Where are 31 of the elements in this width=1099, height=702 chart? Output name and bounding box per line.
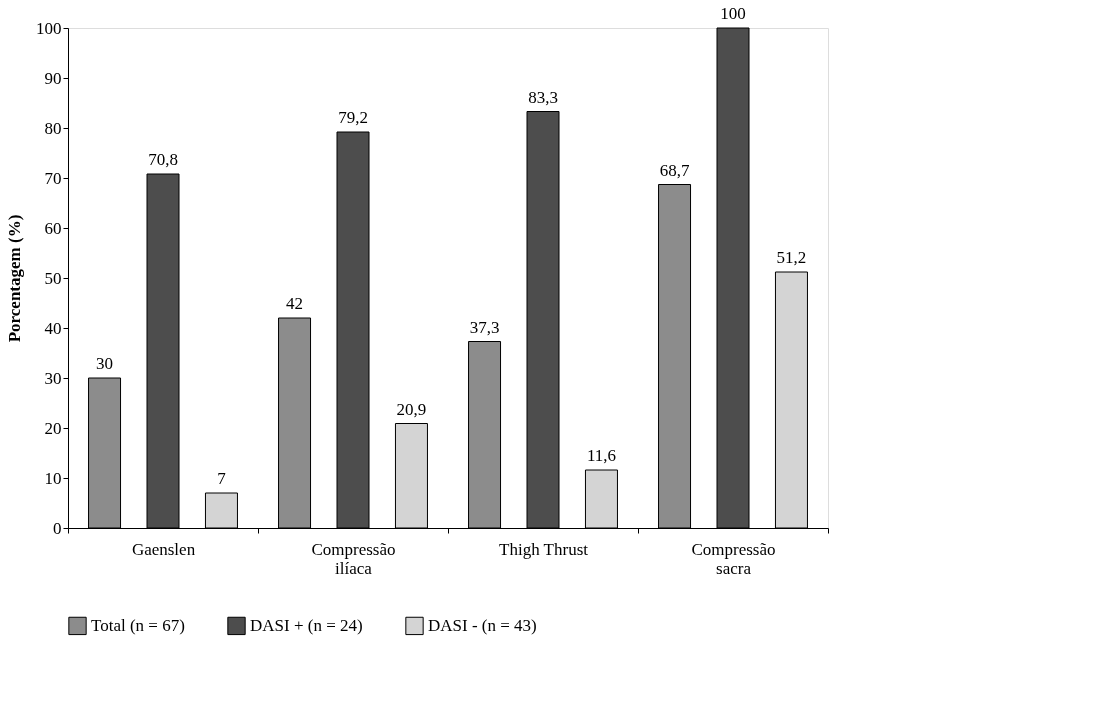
data-label: 42 [286,294,304,313]
y-axis-title: Porcentagem (%) [5,214,24,343]
y-tick-label: 30 [44,368,62,388]
data-label: 37,3 [469,317,500,337]
y-tick-label: 0 [53,518,62,538]
y-tick-label: 100 [36,18,62,38]
data-label: 11,6 [586,446,617,465]
legend-label: DASI + (n = 24) [250,615,363,635]
data-label: 30 [96,354,114,373]
data-label: 68,7 [659,160,690,180]
x-tick-label: Compressão ilíaca [311,539,396,578]
data-label: 51,2 [776,248,807,267]
data-label: 79,2 [338,108,368,127]
data-label: 70,8 [148,150,178,169]
y-tick-label: 40 [44,318,62,338]
data-label: 100 [720,4,746,23]
x-tick-label: Compressão sacra [691,539,776,578]
x-tick-label: Thigh Thrust [499,539,589,559]
data-label: 20,9 [396,399,427,419]
x-tick-label: Gaenslen [131,539,196,559]
y-tick-label: 60 [44,218,62,238]
y-tick-label: 50 [44,268,62,288]
y-tick-label: 20 [44,418,62,438]
y-tick-label: 70 [44,168,62,188]
data-label: 83,3 [528,87,558,107]
y-tick-label: 80 [44,118,62,138]
y-tick-label: 10 [44,468,62,488]
y-tick-label: 90 [44,68,62,88]
legend-label: Total (n = 67) [91,615,185,635]
legend-label: DASI - (n = 43) [428,615,537,635]
data-label: 7 [217,469,227,488]
